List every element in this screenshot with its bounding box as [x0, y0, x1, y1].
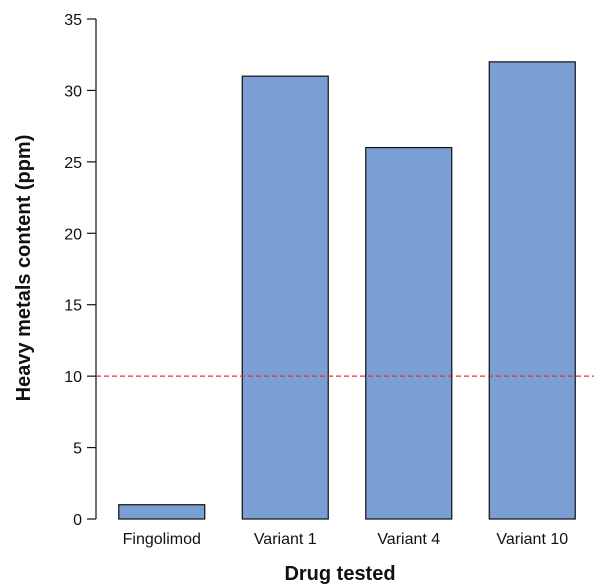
y-tick-label: 5 [73, 441, 82, 458]
y-tick-label: 10 [64, 369, 82, 386]
y-tick-label: 35 [64, 12, 82, 29]
y-tick-label: 15 [64, 298, 82, 315]
x-axis: Fingolimod Variant 1 Variant 4 Variant 10 [123, 531, 569, 548]
bar-variant-1 [241, 75, 329, 520]
x-tick-label: Variant 4 [377, 531, 440, 548]
y-tick-label: 30 [64, 83, 82, 100]
y-axis: 0 5 10 15 20 25 30 35 [64, 12, 97, 529]
y-tick-label: 0 [73, 512, 82, 529]
x-tick-label: Variant 1 [254, 531, 317, 548]
y-tick-label: 20 [64, 226, 82, 243]
y-tick-label: 25 [64, 155, 82, 172]
bar-fingolimod [118, 504, 206, 520]
x-tick-label: Fingolimod [123, 531, 201, 548]
bar-variant-10 [488, 61, 576, 520]
y-axis-title: Heavy metals content (ppm) [13, 135, 35, 402]
bar-variant-4 [365, 146, 453, 520]
bars [118, 61, 576, 520]
x-axis-title: Drug tested [284, 563, 395, 585]
x-tick-label: Variant 10 [496, 531, 568, 548]
